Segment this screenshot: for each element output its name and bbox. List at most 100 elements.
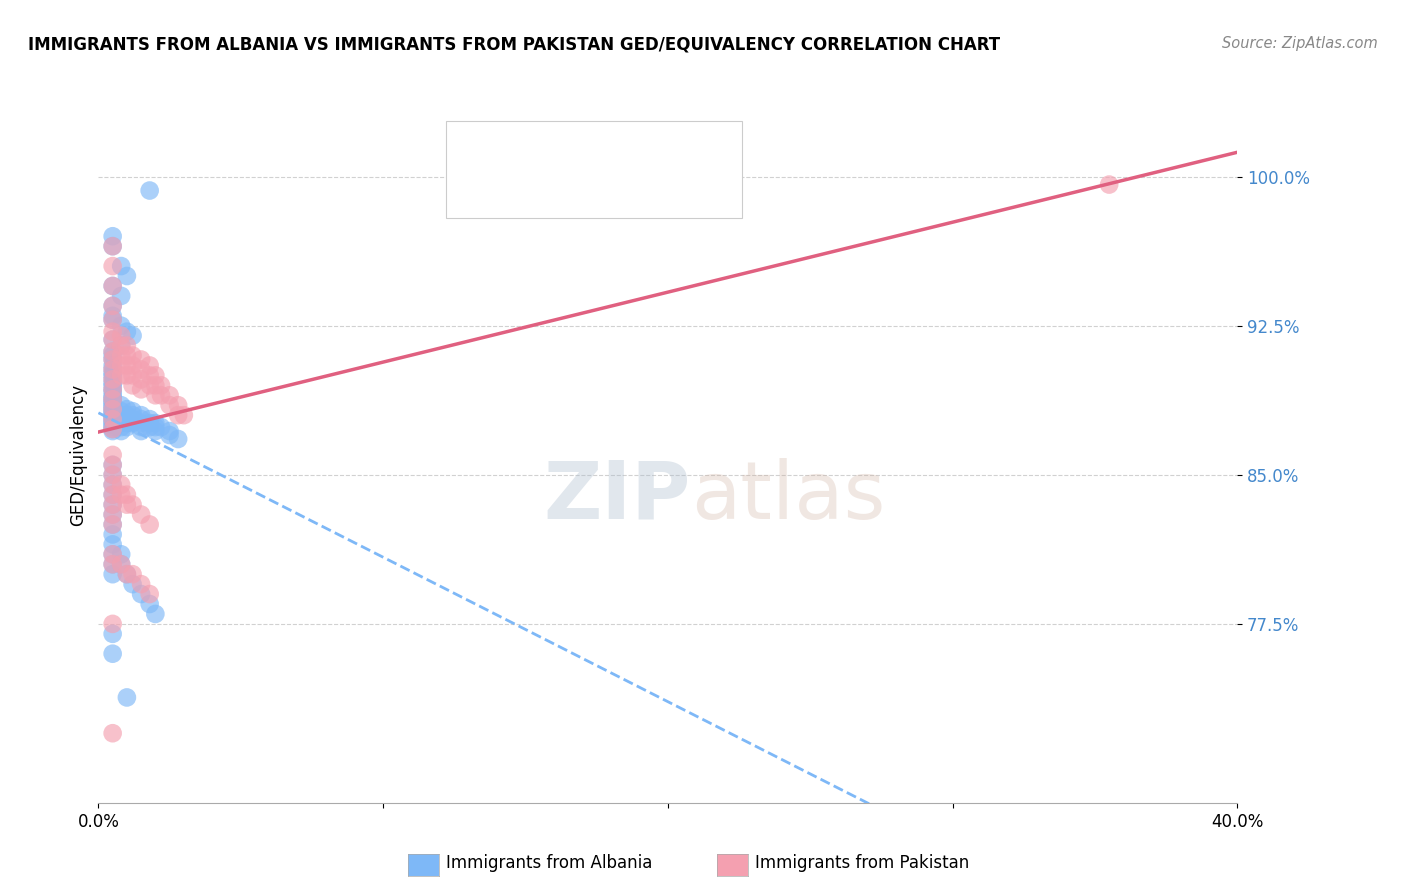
Point: [110, 404, 132, 418]
Point: [145, 424, 167, 438]
Point: [129, 382, 152, 396]
Point: [101, 279, 124, 293]
Point: [121, 412, 143, 426]
Point: [145, 416, 167, 430]
Point: [138, 368, 160, 383]
Point: [101, 467, 124, 482]
Point: [101, 477, 124, 491]
Point: [101, 458, 124, 472]
Point: [101, 344, 124, 359]
Point: [101, 488, 124, 502]
Point: [129, 352, 152, 367]
Point: [150, 420, 173, 434]
Point: [101, 390, 124, 404]
Point: [129, 420, 152, 434]
Point: [101, 517, 124, 532]
Point: [110, 368, 132, 383]
Point: [150, 388, 173, 402]
Point: [101, 508, 124, 522]
Point: [110, 408, 132, 422]
Point: [121, 577, 143, 591]
Point: [110, 338, 132, 352]
Point: [110, 289, 132, 303]
Point: [101, 349, 124, 363]
Point: [115, 567, 138, 582]
Point: [110, 412, 132, 426]
Point: [115, 690, 138, 705]
Point: [101, 517, 124, 532]
Point: [115, 567, 138, 582]
Point: [115, 412, 138, 426]
Point: [115, 368, 138, 383]
Point: [159, 428, 181, 442]
Point: [115, 325, 138, 339]
Point: [115, 402, 138, 417]
Point: [121, 359, 143, 373]
Point: [101, 359, 124, 373]
Point: [138, 412, 160, 426]
Point: [101, 388, 124, 402]
Point: [101, 333, 124, 347]
Point: [145, 607, 167, 621]
Point: [101, 408, 124, 422]
Point: [101, 477, 124, 491]
Point: [129, 408, 152, 422]
Point: [110, 558, 132, 572]
Point: [138, 420, 160, 434]
Point: [115, 268, 138, 283]
Point: [115, 498, 138, 512]
Point: [101, 414, 124, 428]
Point: [101, 372, 124, 386]
Point: [121, 498, 143, 512]
Point: [101, 422, 124, 436]
Point: [110, 558, 132, 572]
Point: [101, 458, 124, 472]
Point: [115, 349, 138, 363]
Point: [101, 416, 124, 430]
Point: [101, 402, 124, 417]
Point: [101, 398, 124, 412]
Point: [121, 404, 143, 418]
Point: [121, 408, 143, 422]
Text: IMMIGRANTS FROM ALBANIA VS IMMIGRANTS FROM PAKISTAN GED/EQUIVALENCY CORRELATION : IMMIGRANTS FROM ALBANIA VS IMMIGRANTS FR…: [28, 36, 1000, 54]
Point: [101, 378, 124, 392]
Point: [1098, 178, 1121, 192]
Point: [101, 616, 124, 631]
Point: [101, 229, 124, 244]
Point: [101, 420, 124, 434]
Y-axis label: GED/Equivalency: GED/Equivalency: [69, 384, 87, 526]
Text: Immigrants from Pakistan: Immigrants from Pakistan: [755, 855, 969, 872]
Point: [101, 392, 124, 407]
Point: [159, 388, 181, 402]
Point: [110, 349, 132, 363]
Point: [129, 508, 152, 522]
Point: [101, 382, 124, 396]
Point: [101, 299, 124, 313]
Point: [110, 420, 132, 434]
Text: -0.013: -0.013: [554, 136, 619, 155]
Point: [138, 378, 160, 392]
Point: [101, 392, 124, 407]
Point: [115, 488, 138, 502]
Point: [129, 424, 152, 438]
Point: [138, 184, 160, 198]
Point: [101, 396, 124, 410]
Text: ZIP: ZIP: [543, 458, 690, 536]
Point: [121, 567, 143, 582]
Point: [101, 376, 124, 391]
Point: [121, 349, 143, 363]
Point: [173, 408, 195, 422]
Point: [101, 404, 124, 418]
Text: 99: 99: [675, 136, 700, 155]
Point: [101, 498, 124, 512]
Point: [110, 488, 132, 502]
Point: [115, 416, 138, 430]
Point: [101, 352, 124, 367]
Point: [101, 410, 124, 425]
Point: [101, 508, 124, 522]
Point: [101, 448, 124, 462]
Point: [101, 558, 124, 572]
Point: [129, 577, 152, 591]
Point: [110, 318, 132, 333]
Point: [101, 333, 124, 347]
